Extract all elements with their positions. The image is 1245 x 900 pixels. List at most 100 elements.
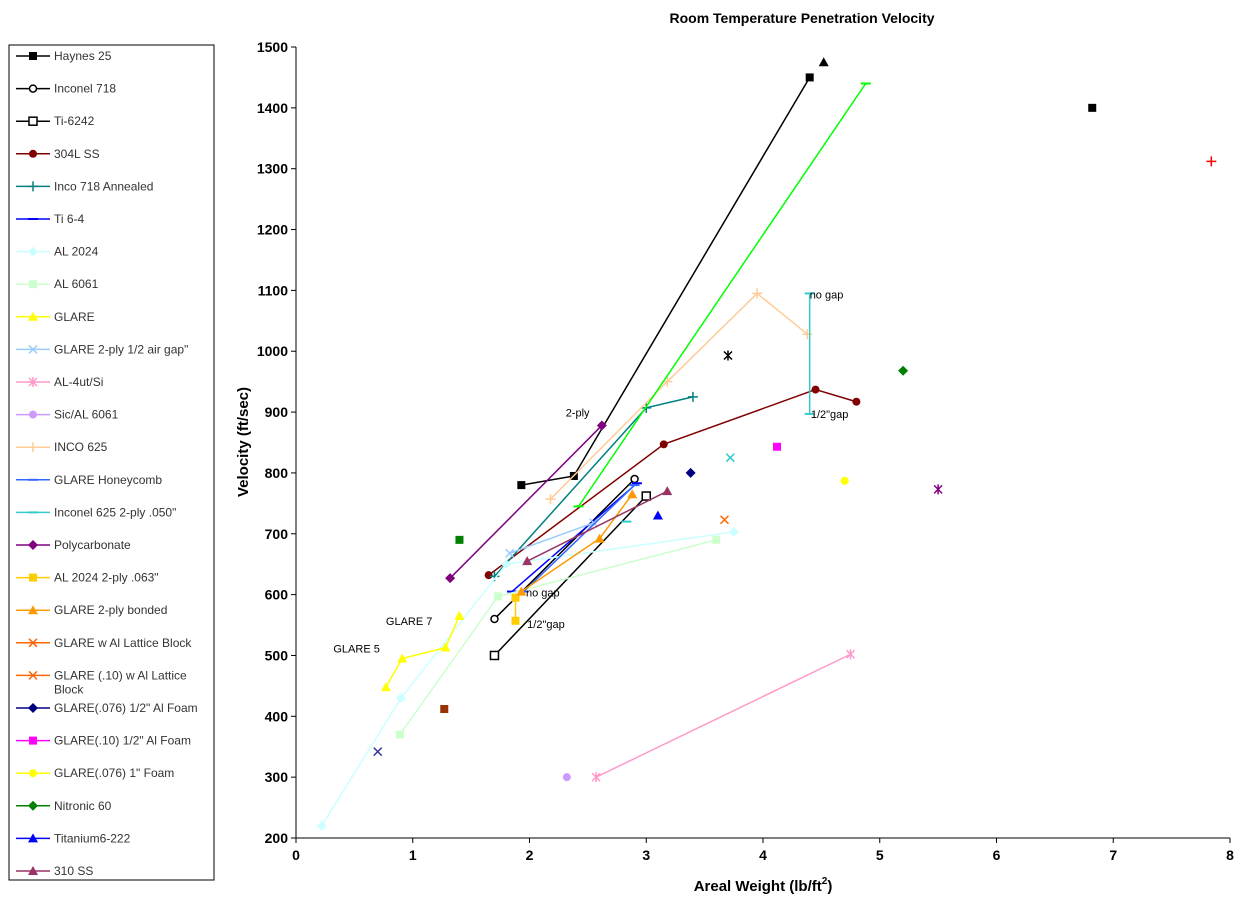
legend-item: GLARE(.076) 1/2" Al Foam — [16, 701, 198, 715]
data-point — [380, 682, 391, 692]
y-tick-label: 500 — [265, 647, 289, 663]
data-point — [490, 614, 499, 624]
legend-label: AL 6061 — [54, 277, 99, 291]
legend-item: Ti-6242 — [16, 114, 95, 128]
y-tick-label: 800 — [265, 465, 289, 481]
x-tick-label: 4 — [759, 847, 767, 863]
series-line — [385, 615, 461, 688]
series-18 — [719, 515, 730, 525]
series-line — [449, 424, 603, 579]
annotation: 1/2"gap — [811, 409, 849, 421]
data-point — [818, 57, 829, 67]
data-point — [659, 440, 668, 449]
legend-item: Polycarbonate — [16, 538, 131, 552]
unlabeled-series-2 — [1088, 103, 1097, 112]
legend-item: 304L SS — [16, 147, 100, 161]
series-line — [595, 653, 851, 778]
legend-item: INCO 625 — [16, 440, 108, 454]
legend-item: AL 2024 2-ply .063" — [16, 571, 159, 585]
legend-marker — [28, 833, 38, 843]
legend-marker — [28, 605, 38, 615]
series-25 — [522, 486, 673, 566]
x-axis-label-main: Areal Weight (lb/ft — [694, 878, 822, 895]
series-17 — [516, 489, 638, 596]
series-line — [493, 495, 647, 656]
legend-label: 310 SS — [54, 864, 93, 878]
data-point — [316, 820, 327, 831]
legend-marker — [29, 769, 37, 778]
legend-label: Ti 6-4 — [54, 212, 85, 226]
data-point — [517, 481, 526, 490]
legend-item: Inconel 718 — [16, 82, 116, 96]
data-point — [440, 705, 449, 714]
legend-marker — [29, 52, 37, 60]
data-point — [1206, 156, 1217, 167]
legend-label: GLARE Honeycomb — [54, 473, 162, 487]
legend-marker — [29, 573, 37, 582]
series-7 — [395, 535, 721, 739]
legend-item: GLARE(.076) 1" Foam — [16, 766, 174, 780]
legend-item: Nitronic 60 — [16, 799, 112, 813]
legend-label: Titanium6-222 — [54, 831, 131, 845]
data-point — [397, 653, 408, 663]
series-24 — [652, 510, 663, 520]
series-9 — [505, 518, 599, 558]
legend-marker — [28, 703, 38, 713]
legend-label: GLARE 2-ply 1/2 air gap" — [54, 342, 188, 356]
x-tick-label: 3 — [642, 847, 650, 863]
data-point — [687, 391, 698, 402]
legend-item: Ti 6-4 — [16, 212, 85, 226]
y-tick-label: 1400 — [257, 100, 288, 116]
legend-label: Haynes 25 — [54, 49, 112, 63]
legend-item: GLARE 2-ply bonded — [16, 603, 167, 617]
legend-marker — [29, 149, 37, 158]
data-point — [511, 616, 520, 625]
legend-marker — [28, 442, 38, 453]
legend-marker — [28, 540, 38, 550]
y-tick-label: 200 — [265, 830, 289, 846]
series-16 — [511, 593, 520, 625]
data-point — [773, 442, 782, 451]
legend-label: INCO 625 — [54, 440, 108, 454]
legend-item: GLARE 2-ply 1/2 air gap" — [16, 342, 188, 356]
legend-label: Sic/AL 6061 — [54, 408, 119, 422]
data-point — [802, 329, 813, 340]
legend-label: GLARE(.10) 1/2" Al Foam — [54, 734, 191, 748]
data-point — [445, 573, 456, 584]
y-tick-label: 1500 — [257, 39, 288, 55]
x-axis-label-superscript: 2 — [822, 876, 828, 887]
data-point — [719, 515, 730, 525]
data-point — [594, 533, 605, 543]
legend-label: GLARE — [54, 310, 95, 324]
unlabeled-series-9 — [373, 747, 383, 757]
legend-label: Polycarbonate — [54, 538, 131, 552]
legend-label: Inco 718 Annealed — [54, 179, 153, 193]
series-15 — [445, 420, 607, 584]
y-tick-label: 600 — [265, 587, 289, 603]
annotation: no gap — [526, 587, 560, 599]
y-tick-label: 700 — [265, 526, 289, 542]
data-point — [898, 365, 909, 376]
legend-label: Inconel 718 — [54, 82, 116, 96]
series-layer — [316, 57, 1217, 831]
data-point — [641, 491, 651, 501]
legend-marker — [28, 311, 38, 321]
data-point — [489, 650, 500, 661]
series-3 — [484, 385, 861, 580]
data-point — [373, 747, 383, 757]
legend-marker — [28, 377, 38, 387]
x-tick-label: 5 — [876, 847, 884, 863]
legend-marker — [29, 280, 37, 289]
data-point — [505, 548, 515, 558]
legend-marker — [28, 866, 38, 875]
legend-item: GLARE — [16, 310, 95, 324]
x-ticks: 0 1 2 3 4 5 6 7 8 — [292, 838, 1234, 863]
data-point — [1088, 103, 1097, 112]
y-axis-label: Velocity (ft/sec) — [235, 387, 252, 497]
unlabeled-series-8 — [440, 705, 449, 714]
legend-label: GLARE (.10) w Al Lattice Block — [54, 668, 187, 696]
series-line — [321, 531, 734, 827]
data-point — [752, 288, 763, 299]
data-point — [685, 467, 696, 478]
data-point — [933, 484, 943, 495]
